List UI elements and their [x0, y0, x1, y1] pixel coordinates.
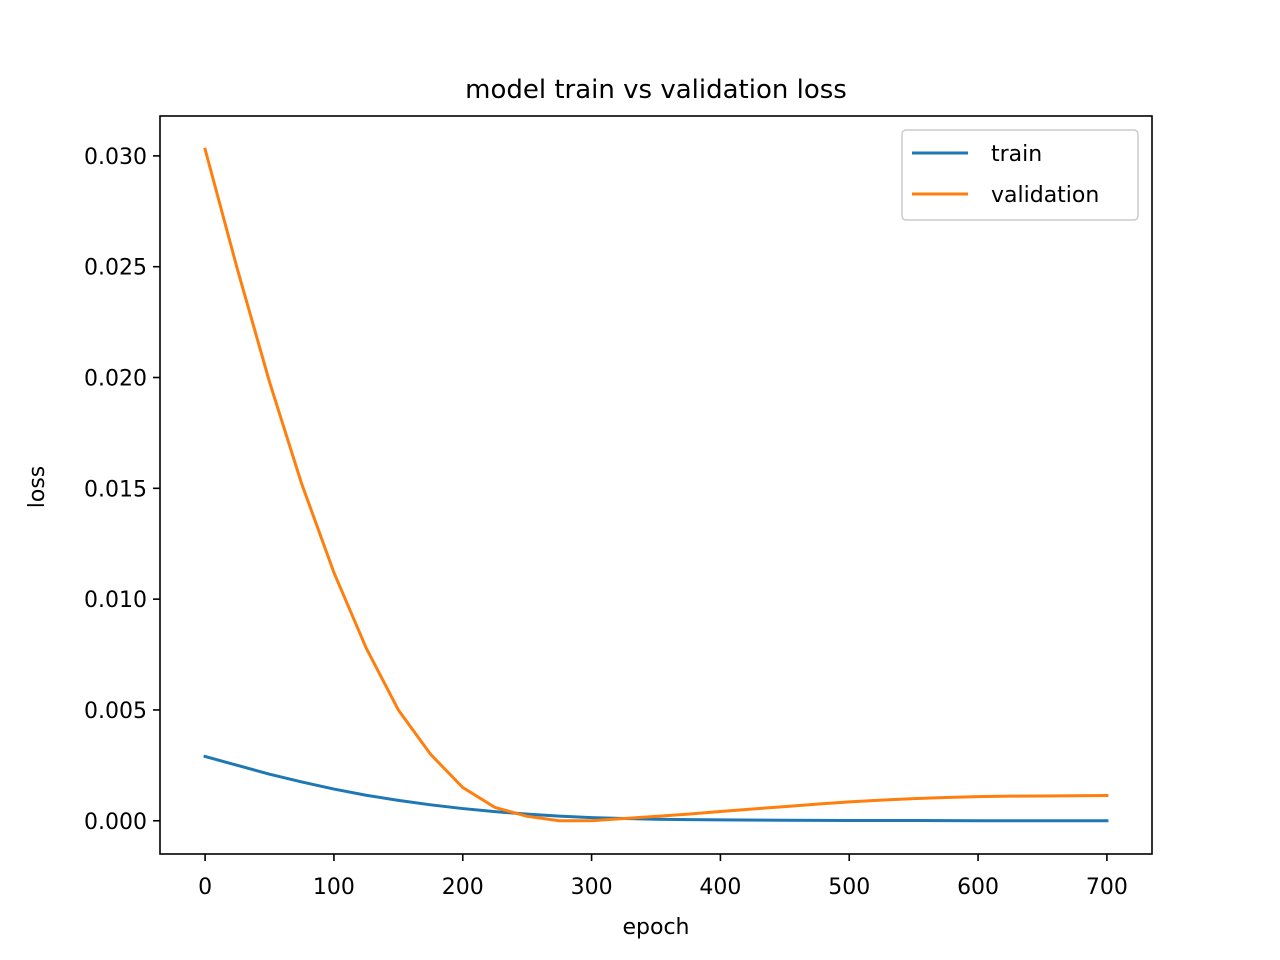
series-layer	[203, 147, 1109, 823]
x-tick-label: 300	[571, 875, 613, 900]
plot-frame	[159, 115, 1153, 855]
y-axis: 0.000 0.005 0.010 0.015 0.020 0.025 0.030	[84, 145, 160, 835]
x-tick-label: 0	[198, 875, 212, 900]
x-tick-label: 700	[1086, 875, 1128, 900]
y-tick-label: 0.005	[84, 699, 147, 724]
x-tick-label: 200	[442, 875, 484, 900]
x-axis: 0 100 200 300 400 500 600 700	[198, 854, 1128, 900]
y-axis-title: loss	[25, 466, 50, 509]
y-tick-label: 0.020	[84, 367, 147, 392]
x-tick-label: 500	[828, 875, 870, 900]
y-tick-label: 0.015	[84, 477, 147, 502]
legend: train validation	[901, 129, 1139, 221]
x-tick-label: 600	[957, 875, 999, 900]
y-tick-label: 0.025	[84, 256, 147, 281]
legend-label-validation: validation	[991, 183, 1099, 208]
chart-title: model train vs validation loss	[465, 75, 847, 105]
series-line-validation	[203, 147, 1109, 823]
series-line-train	[203, 754, 1109, 823]
legend-label-train: train	[991, 142, 1042, 167]
x-tick-label: 400	[699, 875, 741, 900]
y-tick-label: 0.000	[84, 810, 147, 835]
x-tick-label: 100	[313, 875, 355, 900]
x-axis-title: epoch	[623, 915, 690, 940]
y-tick-label: 0.010	[84, 588, 147, 613]
y-tick-label: 0.030	[84, 145, 147, 170]
